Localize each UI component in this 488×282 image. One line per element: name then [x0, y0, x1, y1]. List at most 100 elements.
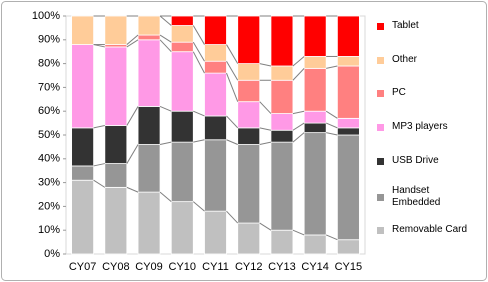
- bar-segment: [270, 141, 294, 231]
- bar-segment: [336, 15, 360, 57]
- connector-line: [326, 132, 338, 136]
- connector-line: [193, 110, 205, 117]
- legend-swatch: [377, 22, 384, 30]
- legend-entry: Other: [377, 48, 485, 72]
- connector-line: [126, 106, 139, 126]
- connector-line: [226, 115, 239, 129]
- bar-segment: [137, 144, 161, 193]
- bar-segment: [204, 210, 227, 255]
- legend-label: USB Drive: [392, 155, 439, 166]
- y-tick-label: 70%: [38, 81, 60, 93]
- connector-line: [326, 65, 338, 69]
- connector-line: [126, 34, 139, 45]
- connector-line: [259, 141, 272, 146]
- y-tick-label: 90%: [38, 34, 60, 46]
- connector-line: [126, 39, 139, 48]
- connector-line: [259, 222, 272, 231]
- y-tick-label: 80%: [38, 58, 60, 70]
- connector-line: [159, 191, 172, 203]
- bar-segment: [303, 234, 327, 255]
- x-tick-label: CY09: [135, 261, 163, 273]
- connector-line: [226, 210, 239, 224]
- bar-segment: [71, 44, 95, 129]
- connector-line: [325, 122, 338, 129]
- x-tick-label: CY08: [102, 261, 130, 273]
- bar-segment: [170, 15, 194, 26]
- bar-segment: [170, 110, 194, 143]
- connector-line: [192, 25, 205, 45]
- bar-segment: [237, 222, 261, 255]
- bar-segment: [104, 46, 128, 126]
- bar-segment: [270, 129, 294, 143]
- connector-line: [192, 201, 205, 212]
- legend-label: PC: [392, 87, 406, 98]
- connector-line: [259, 101, 272, 114]
- bar-segment: [104, 186, 128, 255]
- connector-line: [292, 229, 305, 236]
- bar-segment: [71, 127, 95, 167]
- bar-segment: [204, 60, 227, 74]
- connector-line: [292, 110, 305, 115]
- legend-label: Tablet: [392, 20, 419, 31]
- x-tick-label: CY10: [169, 261, 197, 273]
- bar-segment: [336, 239, 360, 255]
- x-tick-label: CY13: [268, 261, 296, 273]
- bar-segment: [170, 25, 194, 43]
- bar-segment: [137, 39, 161, 107]
- bar-segment: [270, 65, 294, 81]
- x-tick-label: CY11: [202, 261, 229, 273]
- bar-segment: [170, 201, 194, 255]
- bar-segment: [204, 115, 227, 141]
- bar-segment: [71, 15, 95, 45]
- bar-segment: [336, 56, 360, 67]
- bar-segment: [270, 229, 294, 255]
- bar-segment: [170, 41, 194, 53]
- connector-line: [93, 163, 105, 167]
- bar-segment: [336, 127, 360, 136]
- bar-segment: [104, 15, 128, 45]
- connector-line: [93, 179, 106, 188]
- y-tick-label: 100%: [32, 10, 60, 22]
- bar-segment: [170, 51, 194, 112]
- bar-segment: [336, 134, 360, 241]
- bar-segment: [204, 72, 227, 117]
- connector-line: [259, 63, 272, 67]
- y-tick-label: 30%: [38, 177, 60, 189]
- legend-entry: PC: [377, 81, 485, 105]
- legend-swatch: [377, 56, 384, 64]
- legend-swatch: [377, 123, 384, 131]
- x-tick-label: CY14: [301, 261, 329, 273]
- legend-entry: Removable Card: [377, 218, 485, 242]
- legend-entry: Handset Embedded: [377, 185, 485, 209]
- bar-segment: [137, 191, 161, 255]
- connector-line: [325, 234, 338, 241]
- connector-line: [159, 141, 172, 146]
- connector-line: [192, 51, 205, 74]
- connector-line: [292, 132, 305, 143]
- connector-line: [259, 127, 272, 131]
- legend-label: Removable Card: [392, 224, 468, 235]
- legend-label: Other: [392, 54, 418, 65]
- legend-label: Handset Embedded: [392, 185, 441, 208]
- bar-segment: [237, 15, 261, 64]
- connector-line: [159, 105, 172, 112]
- y-tick-label: 0%: [44, 248, 60, 260]
- connector-line: [193, 139, 205, 143]
- connector-line: [93, 124, 105, 129]
- bar-segment: [303, 67, 327, 112]
- y-tick-label: 20%: [38, 200, 60, 212]
- legend-swatch: [377, 157, 384, 165]
- connector-line: [226, 139, 238, 145]
- bar-segment: [237, 79, 261, 103]
- bar-segment: [170, 141, 194, 203]
- bar-segment: [237, 101, 261, 129]
- connector-line: [292, 122, 305, 131]
- y-tick-label: 10%: [38, 224, 60, 236]
- legend-swatch: [377, 193, 384, 201]
- bar-segment: [137, 15, 161, 36]
- bar-segment: [137, 106, 161, 145]
- bar-segment: [237, 144, 261, 224]
- bar-segment: [303, 132, 327, 236]
